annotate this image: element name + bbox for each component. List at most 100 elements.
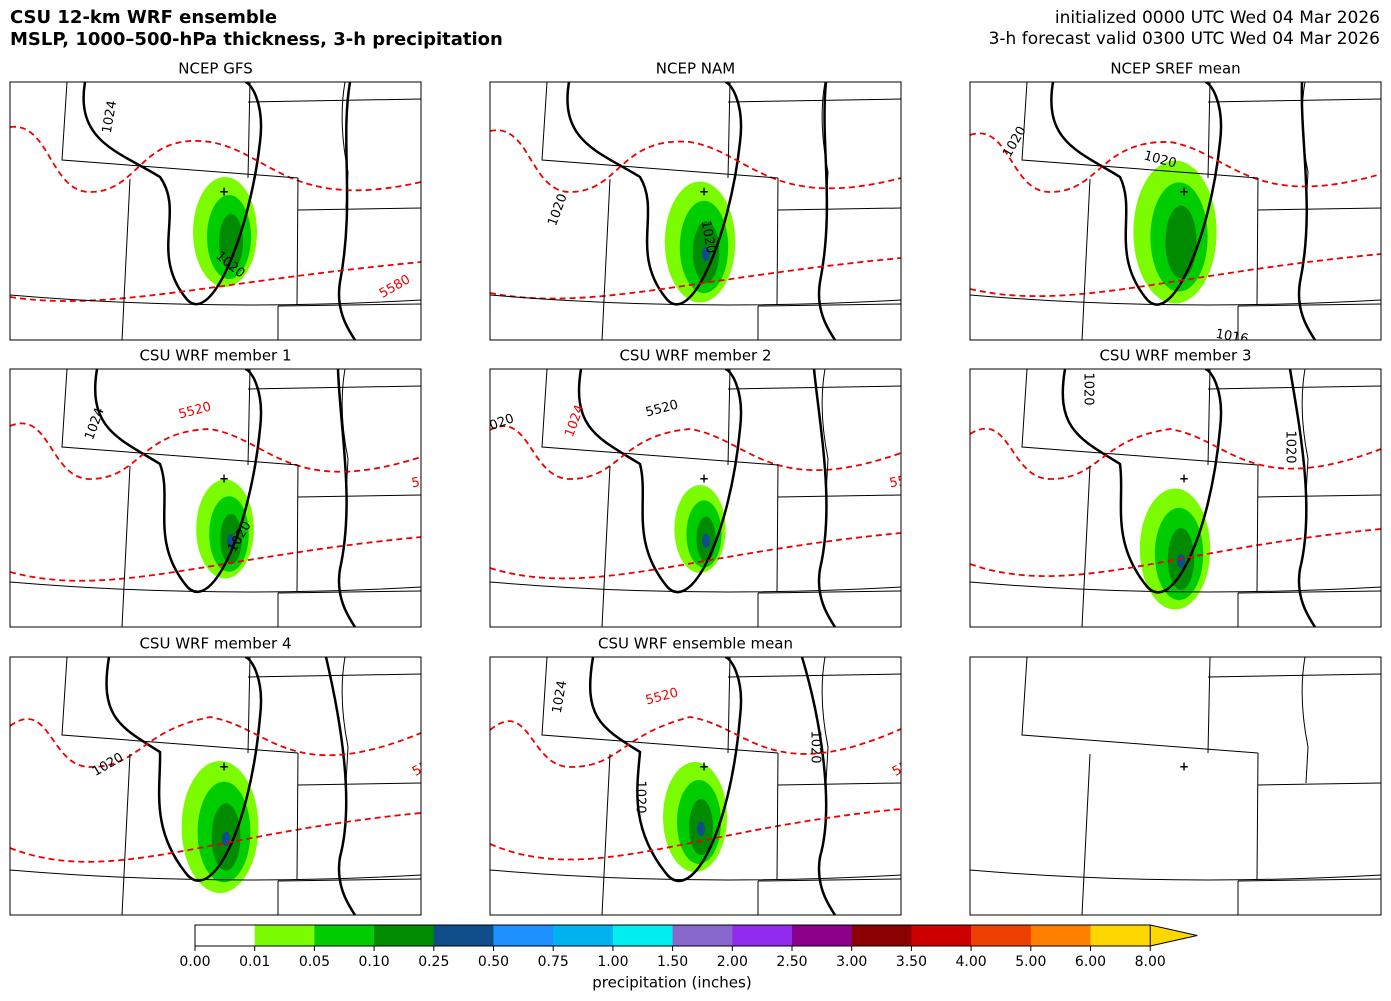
state-border: [490, 294, 901, 306]
colorbar-tick-label: 3.00: [836, 954, 867, 970]
thickness: [10, 716, 421, 768]
precip-area: [697, 822, 705, 836]
isobar: [817, 82, 837, 340]
panel-frame: [489, 656, 902, 916]
state-border: [1237, 303, 1381, 307]
state-border: [727, 98, 901, 103]
panel-frame: [9, 656, 422, 916]
panel-frame: [489, 81, 902, 341]
state-border: [970, 869, 1381, 881]
colorbar-tick-label: 2.50: [776, 954, 807, 970]
panel-frame: [969, 81, 1382, 341]
state-border: [296, 752, 299, 881]
contour-label: 5520: [410, 471, 445, 492]
contour-label: 1024: [100, 99, 121, 134]
panel-title: NCEP NAM: [656, 60, 735, 78]
state-border: [727, 657, 731, 754]
colorbar-segment: [1030, 925, 1091, 946]
colorbar-tick-label: 4.00: [956, 954, 987, 970]
state-border: [277, 303, 421, 307]
precip-area: [702, 247, 710, 261]
subtitle: MSLP, 1000–500-hPa thickness, 3-h precip…: [10, 29, 503, 50]
colorbar-tick-label: 3.50: [896, 954, 927, 970]
colorbar-label: precipitation (inches): [592, 974, 751, 992]
state-border: [757, 590, 901, 594]
state-border: [1021, 82, 1259, 179]
location-marker: +: [1179, 760, 1189, 774]
state-border: [1257, 782, 1381, 786]
contour-label: 5520: [410, 750, 446, 780]
state-border: [296, 177, 299, 306]
thickness: [10, 422, 421, 480]
colorbar-segment: [374, 925, 435, 946]
colorbar-segment: [732, 925, 793, 946]
state-border: [297, 494, 421, 498]
contour-label: 1020: [808, 730, 823, 763]
precip-area: [702, 534, 710, 548]
state-border: [247, 82, 251, 179]
colorbar-tick-label: 0.25: [418, 954, 449, 970]
map-content: +1024552010205520: [10, 369, 445, 627]
colorbar-segment: [314, 925, 375, 946]
panel-frame: [9, 368, 422, 628]
state-border: [776, 752, 779, 881]
panel-title: NCEP SREF mean: [1110, 60, 1240, 78]
state-border: [341, 82, 349, 209]
state-border: [490, 581, 901, 593]
isobar: [94, 369, 263, 593]
state-border: [341, 369, 349, 496]
contour-label: 1024: [550, 679, 571, 714]
map-panel: +1024552010205520: [9, 368, 445, 628]
colorbar-tick-label: 0.01: [239, 954, 270, 970]
state-border: [121, 753, 131, 915]
contour-label: 5520: [888, 471, 923, 492]
state-border: [61, 82, 299, 179]
contour-label: 1020: [1081, 372, 1096, 405]
panel-title: CSU WRF member 2: [619, 347, 771, 365]
location-marker: +: [1179, 472, 1189, 486]
panel-title: CSU WRF member 3: [1099, 347, 1251, 365]
location-marker: +: [699, 760, 709, 774]
colorbar-tick-label: 0.75: [538, 954, 569, 970]
state-border: [821, 657, 829, 784]
valid-time: 3-h forecast valid 0300 UTC Wed 04 Mar 2…: [989, 29, 1380, 49]
state-border: [727, 82, 731, 179]
isobar: [82, 82, 263, 306]
state-border: [1081, 753, 1091, 915]
state-border: [727, 385, 901, 390]
map-content: +1020 1020: [970, 369, 1381, 627]
contour-label: 1020: [1283, 430, 1298, 463]
panel-frame: [969, 368, 1382, 628]
thickness: [970, 528, 1381, 577]
colorbar-tick-label: 8.00: [1135, 954, 1166, 970]
state-border: [1021, 369, 1259, 466]
location-marker: +: [699, 472, 709, 486]
location-marker: +: [699, 185, 709, 199]
colorbar-segment: [851, 925, 912, 946]
state-border: [1207, 385, 1381, 390]
state-border: [601, 465, 611, 627]
state-border: [1256, 177, 1259, 306]
thickness: [490, 532, 901, 580]
map-panel: +1020 1020: [969, 368, 1382, 628]
location-marker: +: [219, 472, 229, 486]
colorbar-extend: [1149, 924, 1198, 947]
state-border: [61, 369, 299, 466]
colorbar-tick-label: 0.05: [299, 954, 330, 970]
state-border: [247, 369, 251, 466]
panel-frame: [489, 368, 902, 628]
colorbar-tick-label: 2.00: [717, 954, 748, 970]
state-border: [1256, 752, 1259, 881]
state-border: [247, 657, 251, 754]
state-border: [297, 782, 421, 786]
state-border: [247, 385, 421, 390]
panel-title: CSU WRF ensemble mean: [598, 635, 793, 653]
colorbar-segment: [254, 925, 315, 946]
state-border: [341, 657, 349, 784]
state-border: [727, 369, 731, 466]
thickness: [970, 427, 1381, 480]
panel-frame: [9, 81, 422, 341]
